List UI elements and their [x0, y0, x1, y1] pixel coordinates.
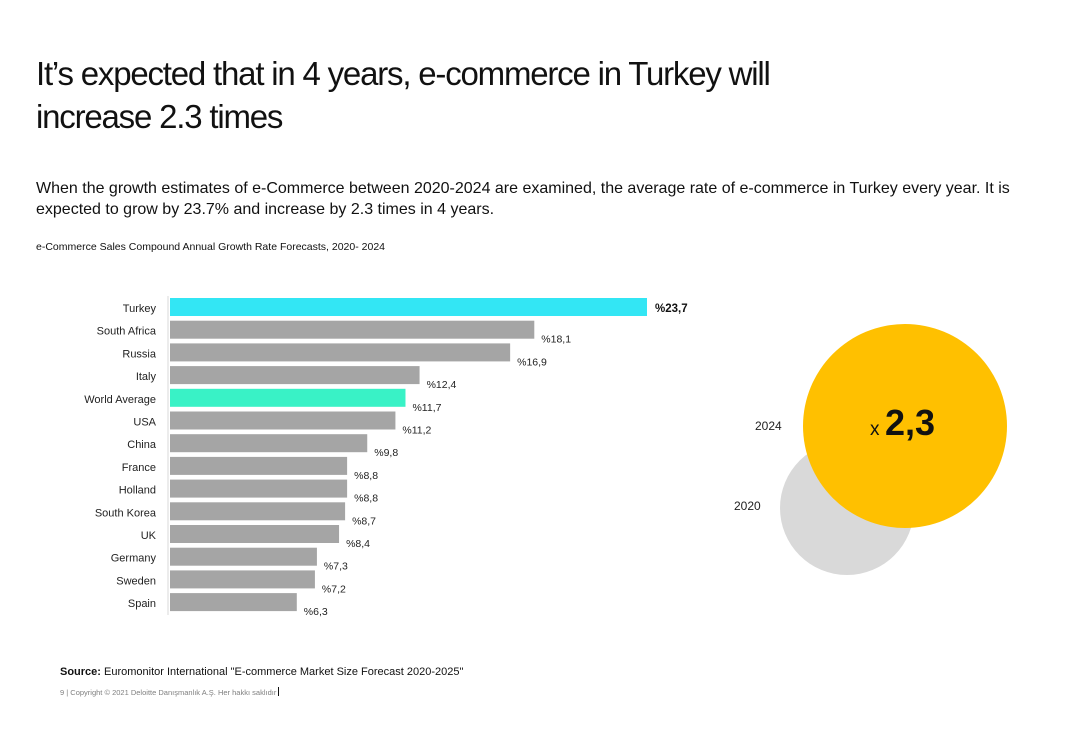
multiplier-label: x 2,3 [870, 402, 935, 443]
bar-south-korea [170, 502, 346, 521]
bar-spain [170, 593, 297, 612]
page-title: It’s expected that in 4 years, e-commerc… [36, 55, 771, 135]
category-label-uk: UK [141, 530, 157, 542]
category-label-world-average: World Average [84, 394, 156, 406]
category-label-spain: Spain [128, 598, 156, 610]
bar-uk [170, 525, 340, 543]
value-label-sweden: %7,2 [322, 583, 346, 595]
bar-sweden [170, 570, 315, 589]
multiplier-prefix: x [870, 419, 880, 440]
value-label-holland: %8,8 [354, 493, 378, 505]
category-label-south-korea: South Korea [95, 507, 157, 519]
bar-turkey [170, 298, 647, 316]
value-label-turkey: %23,7 [655, 303, 688, 315]
growth-rate-bar-chart: Turkey %23,7 South Africa %18,1 Russia %16,9 I… [84, 296, 688, 618]
value-label-italy: %12,4 [427, 379, 457, 391]
source-note: Source: Euromonitor International "E-com… [60, 665, 463, 679]
bubble-label-2024: 2024 [755, 419, 782, 433]
multiplier-value: 2,3 [885, 402, 935, 443]
source-text: Euromonitor International "E-commerce Ma… [100, 666, 464, 678]
growth-multiplier-bubbles: 2024 2020 x 2,3 [734, 324, 1007, 575]
value-label-usa: %11,2 [402, 425, 431, 437]
bubble-2024 [803, 324, 1007, 528]
bar-france [170, 456, 348, 475]
category-label-usa: USA [133, 417, 156, 429]
bar-world-average [170, 388, 406, 407]
bar-italy [170, 366, 420, 385]
copyright-text: 9 | Copyright © 2021 Deloitte Danışmanlı… [60, 688, 277, 697]
value-label-uk: %8,4 [346, 538, 370, 550]
value-label-china: %9,8 [374, 447, 398, 459]
copyright-footer: 9 | Copyright © 2021 Deloitte Danışmanlı… [60, 687, 280, 698]
source-label: Source: [60, 666, 101, 678]
value-label-world-average: %11,7 [412, 402, 441, 414]
category-label-russia: Russia [122, 348, 157, 360]
category-label-france: France [122, 462, 156, 474]
category-label-italy: Italy [136, 371, 157, 383]
value-label-spain: %6,3 [304, 606, 328, 618]
category-label-south-africa: South Africa [97, 326, 157, 338]
category-label-sweden: Sweden [116, 575, 156, 587]
value-label-south-korea: %8,7 [352, 515, 376, 527]
bar-china [170, 434, 368, 453]
category-label-china: China [127, 439, 157, 451]
intro-paragraph: When the growth estimates of e-Commerce … [36, 180, 1010, 218]
chart-title: e-Commerce Sales Compound Annual Growth … [36, 241, 386, 253]
bar-south-africa [170, 320, 535, 339]
text-cursor [278, 687, 280, 696]
value-label-germany: %7,3 [324, 561, 348, 573]
value-label-russia: %16,9 [517, 356, 547, 368]
bar-usa [170, 411, 396, 430]
bar-holland [170, 479, 348, 498]
category-label-holland: Holland [119, 485, 156, 497]
value-label-south-africa: %18,1 [541, 334, 571, 346]
category-label-germany: Germany [111, 553, 157, 565]
category-label-turkey: Turkey [123, 303, 157, 315]
value-label-france: %8,8 [354, 470, 378, 482]
bar-germany [170, 547, 317, 566]
bar-russia [170, 343, 511, 362]
bubble-label-2020: 2020 [734, 499, 761, 513]
